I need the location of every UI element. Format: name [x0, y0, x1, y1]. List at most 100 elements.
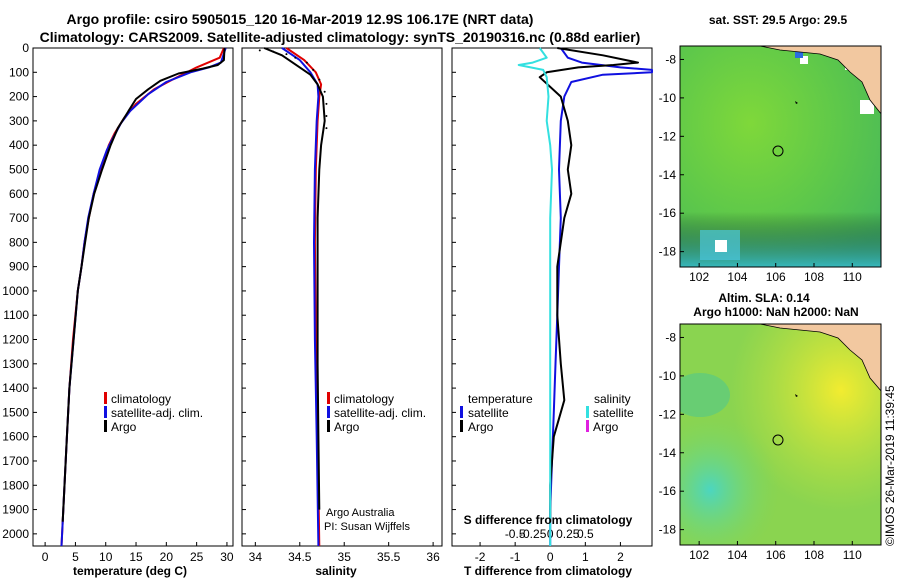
sst-cloud-gap — [715, 240, 727, 252]
legend-label-t-argo: Argo — [468, 420, 494, 434]
depth-tick-label: 500 — [9, 162, 29, 176]
argo-float-marker — [772, 145, 784, 157]
legend-label-argo: Argo — [111, 420, 137, 434]
legend-label-satellite: satellite-adj. clim. — [111, 406, 203, 420]
argo-salinity-point — [325, 102, 328, 105]
lat-tick-label: -14 — [659, 168, 677, 182]
lat-tick-label: -8 — [665, 52, 676, 66]
lon-tick-label: 106 — [766, 270, 786, 284]
x-tick-label: 30 — [220, 550, 234, 564]
series-line-argo — [538, 47, 639, 522]
x-tick-label: 0 — [42, 550, 49, 564]
legend-label-climatology: climatology — [334, 392, 394, 406]
legend-salinity-heading: salinity — [594, 392, 631, 406]
salinity-x-label: salinity — [315, 564, 357, 578]
legend-swatch-t-satellite — [460, 406, 463, 418]
depth-tick-label: 700 — [9, 211, 29, 225]
x-tick-label: 25 — [190, 550, 204, 564]
depth-tick-label: 2000 — [2, 527, 29, 541]
lat-tick-label: -10 — [659, 369, 677, 383]
credit-argo-australia: Argo Australia — [326, 507, 395, 519]
x-tick-label: 35.5 — [377, 550, 401, 564]
sst-map-title: sat. SST: 29.5 Argo: 29.5 — [709, 13, 848, 27]
series-line-argo — [263, 47, 326, 510]
sla-map-title-line1: Altim. SLA: 0.14 — [718, 291, 810, 305]
sla-low — [680, 324, 881, 545]
x-tick-label: 20 — [160, 550, 174, 564]
lat-tick-label: -14 — [659, 446, 677, 460]
argo-salinity-point — [312, 68, 315, 71]
temperature-x-label: temperature (deg C) — [73, 564, 187, 578]
argo-salinity-point — [285, 53, 288, 56]
sla-map-frame — [679, 323, 882, 546]
depth-tick-label: 400 — [9, 138, 29, 152]
argo-salinity-point — [294, 56, 297, 59]
lat-tick-label: -16 — [659, 484, 677, 498]
depth-tick-label: 1700 — [2, 454, 29, 468]
lon-tick-label: 104 — [727, 548, 747, 562]
depth-tick-label: 1400 — [2, 381, 29, 395]
argo-float-marker — [772, 434, 784, 446]
x-tick-label: -2 — [475, 550, 486, 564]
x-tick-label: 34 — [249, 550, 263, 564]
legend-swatch-t-argo — [460, 420, 463, 432]
depth-tick-label: 300 — [9, 114, 29, 128]
x-tick-label: 34.5 — [288, 550, 312, 564]
lat-tick-label: -12 — [659, 129, 677, 143]
sla-map-axes: 102 104 106 108 110 -8 -10 -12 -14 -16 -18 — [659, 330, 863, 562]
legend-swatch-climatology — [327, 392, 330, 404]
difference-panel-frame — [451, 47, 653, 547]
sst-map — [680, 46, 881, 267]
depth-tick-label: 0 — [22, 41, 29, 55]
x-tick-label: 35 — [338, 550, 352, 564]
argo-salinity-point — [323, 90, 326, 93]
x-tick-label: 2 — [617, 550, 624, 564]
difference-panel: -2 -1 0 1 2-0.5-0.25 0 0.250.5 — [475, 47, 653, 564]
sst-cloud-gap — [800, 56, 808, 64]
depth-tick-label: 200 — [9, 90, 29, 104]
salinity-panel: 34 34.5 35 35.5 36 — [249, 47, 440, 564]
figure-title-line2: Climatology: CARS2009. Satellite-adjuste… — [40, 29, 641, 45]
legend-swatch-satellite — [104, 406, 107, 418]
lon-tick-label: 104 — [727, 270, 747, 284]
lon-tick-label: 110 — [843, 548, 862, 562]
x-tick-label: 1 — [582, 550, 589, 564]
legend-temperature-heading: temperature — [468, 392, 533, 406]
tdiff-x-label: T difference from climatology — [464, 564, 632, 578]
depth-tick-label: 900 — [9, 260, 29, 274]
legend-label-climatology: climatology — [111, 392, 171, 406]
lat-tick-label: -10 — [659, 91, 677, 105]
legend-swatch-satellite — [327, 406, 330, 418]
depth-tick-label: 1100 — [3, 308, 29, 322]
depth-tick-label: 1500 — [2, 405, 29, 419]
christmas-island — [795, 394, 798, 397]
series-line-satellite-adj-clim- — [60, 47, 227, 547]
legend-swatch-s-argo — [586, 420, 589, 432]
depth-tick-label: 1300 — [2, 357, 29, 371]
sst-cloud-gap — [860, 100, 874, 114]
depth-tick-label: 1600 — [2, 430, 29, 444]
sst-cold-pixel — [795, 48, 803, 58]
credit-pi: PI: Susan Wijffels — [324, 521, 410, 533]
depth-tick-label: 600 — [9, 187, 29, 201]
argo-salinity-point — [305, 61, 308, 64]
temperature-panel-frame — [32, 47, 234, 547]
lon-tick-label: 110 — [843, 270, 862, 284]
lon-tick-label: 108 — [804, 548, 824, 562]
lon-tick-label: 102 — [689, 270, 709, 284]
sdiff-x-label: S difference from climatology — [464, 513, 633, 527]
legend-label-argo: Argo — [334, 420, 360, 434]
legend-swatch-s-satellite — [586, 406, 589, 418]
x2-tick-label: 0.5 — [577, 527, 594, 541]
x2-tick-label: 0.25 — [556, 527, 580, 541]
lat-tick-label: -18 — [659, 523, 677, 537]
sla-map — [680, 324, 881, 545]
x-tick-label: 10 — [99, 550, 113, 564]
lat-tick-label: -12 — [659, 407, 677, 421]
x2-tick-label: -0.25 — [519, 527, 547, 541]
temperature-legend: climatology satellite-adj. clim. Argo — [104, 392, 203, 434]
legend-label-satellite: satellite-adj. clim. — [334, 406, 426, 420]
depth-tick-label: 1900 — [2, 503, 29, 517]
series-line-satellite-salinity — [517, 47, 553, 546]
depth-axis: 0 100 200 300 400 500 600 700 800 900 1000 1100 1200… — [2, 41, 456, 541]
